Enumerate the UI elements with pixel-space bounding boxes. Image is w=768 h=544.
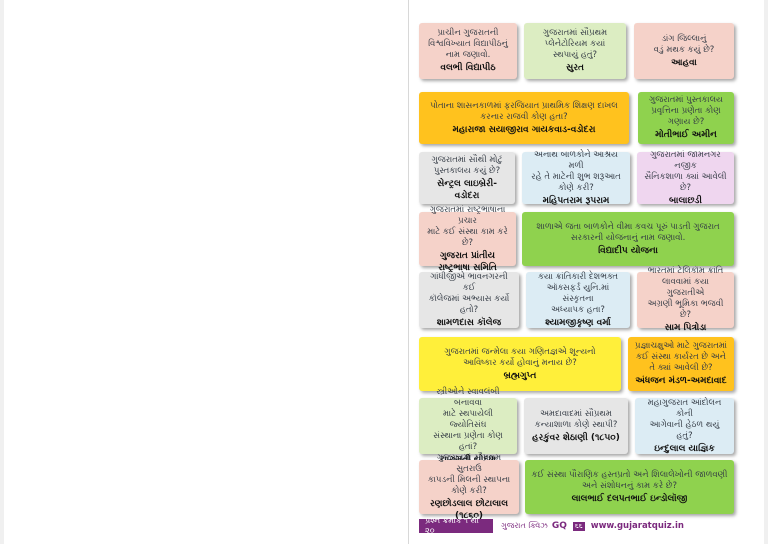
right-page-edge	[764, 0, 768, 544]
card-question: ભારતમાં ટેલિકૉમ ક્રાંતિ લાવવામાં કયા ગુજ…	[647, 266, 724, 320]
quiz-card: ગુજરાતમાં સૌથી મોટું પુસ્તકાલય કયું છે? …	[419, 152, 515, 204]
card-answer: મહિપતરામ રૂપરામ	[542, 195, 610, 206]
card-question: શાળાએ જતા બાળકોને વીમા કવચ પૂરું પાડતી ગ…	[536, 221, 720, 243]
card-answer: મહારાજા સયાજીરાવ ગાયકવાડ-વડોદરા	[452, 124, 596, 135]
quiz-card: ડાંગ જિલ્લાનું વડું મથક કયું છે? આહવા	[634, 23, 734, 79]
quiz-card: ગુજરાતમાં જન્મેલા કયા ગણિતજ્ઞએ શૂન્યનો આ…	[419, 337, 621, 391]
quiz-card: સ્ત્રીઓને સ્વાવલંબી બનાવવા માટે સ્થપાયેલ…	[419, 387, 517, 465]
card-answer: બાલાછડી	[669, 195, 702, 206]
card-answer: શ્યામજીકૃષ્ણ વર્મા	[545, 317, 611, 328]
quiz-card: શાળાએ જતા બાળકોને વીમા કવચ પૂરું પાડતી ગ…	[522, 212, 734, 266]
page-number: ૬૬	[572, 521, 585, 531]
quiz-card: ભારતમાં ટેલિકૉમ ક્રાંતિ લાવવામાં કયા ગુજ…	[637, 266, 734, 333]
card-answer: બ્રહ્મગુપ્ત	[503, 370, 537, 381]
quiz-card: ગુજરાતમાં રાષ્ટ્રભાષાના પ્રચાર માટે કઈ સ…	[419, 205, 516, 273]
card-question: ગાંધીજીએ ભાવનગરની કઈ કૉલેજમાં અભ્યાસ કર્…	[428, 271, 510, 315]
website-link[interactable]: www.gujaratquiz.in	[590, 521, 684, 531]
card-question: પ્રાચીન ગુજરાતની વિશ્વવિખ્યાત વિદ્યાપીઠન…	[428, 28, 508, 60]
card-question: ગુજરાતમાં સૌથી મોટું પુસ્તકાલય કયું છે?	[431, 154, 503, 176]
quiz-card: કઈ સંસ્થા પૌરાણિક હસ્તપ્રતો અને શિલાલેખો…	[525, 460, 734, 514]
card-answer: વિદ્યાદીપ યોજના	[598, 245, 658, 256]
quiz-card: ગુજરાતમાં પુસ્તકાલય પ્રવૃત્તિના પ્રણેતા …	[638, 92, 734, 144]
card-question: પોતાના શાસનકાળમાં ફરજિયાત પ્રાથમિક શિક્ષ…	[430, 100, 618, 122]
quiz-card: અમદાવાદમાં સૌપ્રથમ કન્યાશાળા કોણે સ્થાપી…	[524, 398, 628, 454]
page-footer: પ્રશ્ન ક્રમાંક ૧ થી ૨૦ ગુજરાત ક્વિઝ GQ ૬…	[419, 516, 733, 535]
quiz-card: ગુજરાતમાં જામનગર નજીક સૈનિકશાળા ક્યાં આવ…	[637, 149, 734, 206]
card-answer: લાલભાઈ દલપતભાઈ ઇન્ડોલૉજી	[571, 493, 688, 504]
quiz-card: અનાથ બાળકોને આશ્રય મળી રહે તે માટેની શુભ…	[522, 149, 630, 206]
quiz-card: ગુજરાતમાં સૌપ્રથમ પ્લેનેટોરિયમ કયાં સ્થપ…	[524, 23, 626, 79]
quiz-card: કયા ક્રાંતિકારી દેશભક્ત ઑક્સફર્ડ યુનિ.મા…	[526, 272, 630, 328]
card-answer: શામળદાસ કૉલેજ	[436, 317, 502, 328]
quiz-card: ગુજરાતમાં સૌપ્રથમ સુતરાઉ કાપડની મિલની સ્…	[419, 453, 519, 521]
brand-name: ગુજરાત ક્વિઝ	[501, 521, 548, 530]
card-question: ગુજરાતમાં સૌપ્રથમ સુતરાઉ કાપડની મિલની સ્…	[427, 452, 511, 496]
quiz-card: પોતાના શાસનકાળમાં ફરજિયાત પ્રાથમિક શિક્ષ…	[419, 92, 629, 144]
card-question: ગુજરાતમાં જન્મેલા કયા ગણિતજ્ઞએ શૂન્યનો આ…	[444, 346, 596, 368]
card-answer: સામ પિત્રોડા	[664, 323, 707, 333]
card-answer: સેન્ટ્રલ લાઇબ્રેરી-વડોદરા	[437, 178, 497, 201]
card-answer: વલભી વિદ્યાપીઠ	[440, 63, 496, 73]
card-answer: અંધજન મંડળ-અમદાવાદ	[635, 376, 727, 386]
quiz-card: મહાગુજરાત આંદોલન કોની આગેવાની હેઠળ થયું …	[635, 398, 734, 454]
card-question: ડાંગ જિલ્લાનું વડું મથક કયું છે?	[653, 33, 715, 55]
card-answer: આહવા	[671, 57, 697, 68]
card-question: કયા ક્રાંતિકારી દેશભક્ત ઑક્સફર્ડ યુનિ.મા…	[537, 271, 619, 315]
card-question: ગુજરાતમાં સૌપ્રથમ પ્લેનેટોરિયમ કયાં સ્થપ…	[542, 28, 608, 60]
card-question: ગુજરાતમાં રાષ્ટ્રભાષાના પ્રચાર માટે કઈ સ…	[427, 204, 508, 248]
book-spine	[408, 0, 409, 544]
card-question: પ્રજ્ઞાચક્ષુઓ માટે ગુજરાતમાં કઈ સંસ્થા ક…	[634, 341, 728, 373]
card-question: ગુજરાતમાં પુસ્તકાલય પ્રવૃત્તિના પ્રણેતા …	[649, 95, 723, 127]
quiz-card: ગાંધીજીએ ભાવનગરની કઈ કૉલેજમાં અભ્યાસ કર્…	[419, 272, 519, 328]
card-answer: હરકુંવર શેઠાણી (૧૮૫૦)	[532, 432, 620, 443]
card-question: મહાગુજરાત આંદોલન કોની આગેવાની હેઠળ થયું …	[647, 397, 722, 441]
card-answer: સુરત	[566, 63, 584, 73]
card-question: ગુજરાતમાં જામનગર નજીક સૈનિકશાળા ક્યાં આવ…	[644, 149, 727, 193]
card-answer: ગુજરાત પ્રાંતીય રાષ્ટ્રભાષા સમિતિ	[438, 250, 497, 273]
card-answer: મોતીભાઈ અમીન	[655, 130, 717, 140]
card-question: અમદાવાદમાં સૌપ્રથમ કન્યાશાળા કોણે સ્થાપી…	[534, 408, 618, 430]
card-answer: ચારુમતી યોદ્ધા	[440, 454, 496, 466]
quiz-card: પ્રજ્ઞાચક્ષુઓ માટે ગુજરાતમાં કઈ સંસ્થા ક…	[628, 337, 734, 391]
card-question: સ્ત્રીઓને સ્વાવલંબી બનાવવા માટે સ્થપાયેલ…	[433, 386, 503, 452]
quiz-card: પ્રાચીન ગુજરાતની વિશ્વવિખ્યાત વિદ્યાપીઠન…	[419, 23, 517, 79]
card-question: કઈ સંસ્થા પૌરાણિક હસ્તપ્રતો અને શિલાલેખો…	[531, 469, 728, 491]
card-question: અનાથ બાળકોને આશ્રય મળી રહે તે માટેની શુભ…	[531, 149, 621, 193]
left-page-edge	[0, 0, 4, 544]
card-answer: ઇન્દુલાલ યાજ્ઞિક	[654, 443, 715, 454]
brand-logo: GQ	[551, 521, 567, 531]
card-answer: રણછોડલાલ છોટાલાલ (૧૮૬૦)	[429, 498, 509, 521]
question-range: પ્રશ્ન ક્રમાંક ૧ થી ૨૦	[419, 516, 493, 535]
